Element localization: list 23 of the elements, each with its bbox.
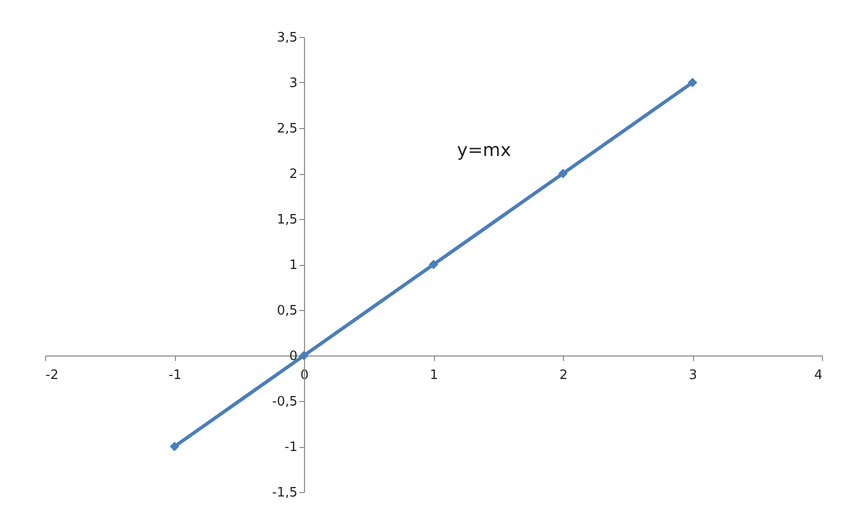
y-tick-label: -1	[284, 440, 298, 455]
y-tick-label: 2	[289, 167, 298, 182]
point	[170, 442, 180, 452]
y-tick-label: 3	[289, 76, 298, 91]
x-tick-label: 3	[688, 368, 698, 383]
x-tick-label: 1	[430, 368, 438, 383]
y-tick-label: 0	[289, 349, 298, 364]
x-tick-label: -1	[168, 368, 182, 383]
y-tick-label: 3,5	[276, 30, 298, 46]
x-tick-label: 2	[559, 368, 568, 383]
point	[558, 168, 568, 178]
point	[688, 78, 698, 88]
annotation: y=mx	[457, 140, 512, 161]
y-tick-label: 1,5	[276, 212, 298, 228]
x-tick-label: -2	[46, 368, 58, 383]
y-tick-label: 0,5	[276, 304, 298, 318]
point	[299, 350, 309, 360]
y-tick-label: 1	[289, 258, 298, 273]
y-tick-label: -0,5	[272, 394, 298, 410]
y-tick-label: 2,5	[276, 122, 298, 136]
y-tick-label: -1,5	[272, 486, 298, 500]
point	[428, 260, 438, 270]
x-tick-label: 4	[814, 368, 822, 383]
